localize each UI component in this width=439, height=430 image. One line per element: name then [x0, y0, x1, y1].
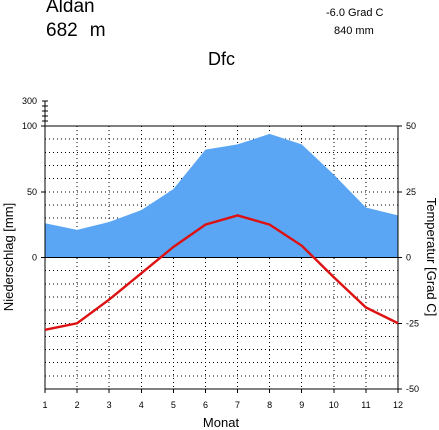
x-tick-label: 1	[42, 400, 47, 410]
station-name: Aldan	[46, 0, 95, 17]
left-tick-label: 100	[22, 121, 37, 131]
left-tick-label: 50	[27, 187, 37, 197]
x-tick-label: 11	[361, 400, 370, 410]
x-tick-label: 10	[329, 400, 339, 410]
elevation: 682 m	[46, 20, 106, 42]
x-tick-label: 7	[235, 400, 240, 410]
x-tick-label: 2	[75, 400, 80, 410]
left-axis-title: Niederschlag [mm]	[1, 203, 16, 311]
x-tick-label: 4	[139, 400, 144, 410]
right-tick-label: 0	[406, 253, 411, 263]
x-tick-label: 8	[267, 400, 272, 410]
temperature-line	[44, 214, 399, 332]
annual-precipitation: 840 mm	[334, 25, 374, 37]
right-axis-title: Temperatur [Grad C]	[424, 198, 439, 317]
left-top-tick-label: 300	[22, 96, 37, 106]
axis-ticks	[41, 100, 402, 393]
x-tick-label: 6	[203, 400, 208, 410]
x-tick-label: 12	[393, 400, 403, 410]
precipitation-area	[45, 133, 398, 258]
x-axis-title: Monat	[203, 415, 240, 430]
elevation-value: 682	[46, 20, 78, 41]
x-tick-label: 9	[299, 400, 304, 410]
right-tick-label: -25	[406, 318, 419, 328]
right-tick-label: 50	[406, 121, 416, 131]
mean-temperature: -6.0 Grad C	[326, 7, 384, 19]
x-tick-label: 3	[107, 400, 112, 410]
left-tick-label: 0	[32, 253, 37, 263]
right-tick-label: -50	[406, 384, 419, 394]
right-tick-label: 25	[406, 187, 416, 197]
x-tick-label: 5	[171, 400, 176, 410]
climate-classification: Dfc	[208, 49, 235, 69]
elevation-unit: m	[89, 20, 106, 41]
